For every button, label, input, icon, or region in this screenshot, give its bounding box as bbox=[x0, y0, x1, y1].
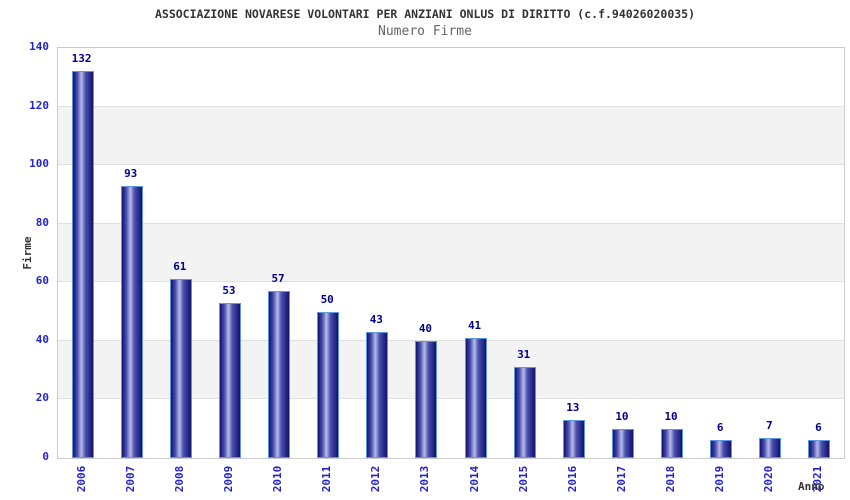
x-tick-label: 2006 bbox=[74, 465, 88, 493]
bar bbox=[661, 428, 684, 458]
bar bbox=[366, 332, 389, 458]
x-tick-label: 2012 bbox=[369, 465, 383, 493]
plot-band bbox=[58, 223, 844, 283]
bar-value-label: 6 bbox=[815, 421, 822, 435]
plot-area bbox=[57, 47, 845, 459]
x-tick-label: 2010 bbox=[271, 465, 285, 493]
plot-band bbox=[58, 48, 844, 107]
bar bbox=[611, 428, 634, 458]
bar-value-label: 43 bbox=[369, 313, 383, 327]
bar-value-label: 41 bbox=[467, 318, 482, 332]
bar-value-label: 53 bbox=[222, 283, 236, 297]
y-tick-label: 120 bbox=[29, 98, 49, 112]
x-tick-label: 2016 bbox=[565, 465, 579, 493]
bar bbox=[562, 419, 585, 458]
bar bbox=[268, 291, 291, 458]
gridline bbox=[58, 281, 844, 283]
bar-value-label: 50 bbox=[320, 292, 334, 306]
x-tick-label: 2018 bbox=[664, 465, 678, 493]
bar-value-label: 40 bbox=[418, 321, 433, 335]
x-tick-label: 2014 bbox=[467, 465, 481, 493]
plot-band bbox=[58, 165, 844, 224]
x-tick-label: 2019 bbox=[713, 465, 727, 493]
x-tick-label: 2020 bbox=[762, 465, 776, 493]
y-tick-label: 100 bbox=[29, 157, 49, 171]
x-tick-label: 2009 bbox=[221, 465, 235, 493]
y-tick-label: 40 bbox=[35, 332, 49, 346]
bar-value-label: 10 bbox=[664, 409, 678, 423]
x-tick-label: 2017 bbox=[614, 465, 628, 493]
bar-value-label: 57 bbox=[271, 272, 285, 286]
bar bbox=[218, 302, 241, 458]
gridline bbox=[58, 339, 844, 341]
bar-value-label: 132 bbox=[71, 52, 92, 66]
chart-subtitle: Numero Firme bbox=[378, 24, 472, 39]
bar bbox=[464, 337, 487, 458]
y-tick-label: 0 bbox=[42, 450, 49, 463]
bar bbox=[759, 437, 782, 458]
bar bbox=[513, 367, 536, 458]
bar-value-label: 13 bbox=[566, 400, 580, 414]
y-tick-label: 80 bbox=[35, 215, 49, 229]
plot-band bbox=[58, 106, 844, 166]
chart-title: ASSOCIAZIONE NOVARESE VOLONTARI PER ANZI… bbox=[154, 7, 696, 21]
gridline bbox=[58, 105, 844, 107]
bar-value-label: 31 bbox=[517, 348, 531, 362]
bar bbox=[120, 185, 143, 458]
x-tick-label: 2008 bbox=[172, 465, 186, 493]
bar bbox=[710, 440, 733, 458]
x-tick-label: 2015 bbox=[516, 465, 530, 493]
gridline bbox=[58, 164, 844, 166]
x-tick-label: 2013 bbox=[418, 465, 432, 493]
y-tick-label: 140 bbox=[29, 40, 49, 53]
x-axis-label: Anno bbox=[798, 480, 825, 493]
bar-value-label: 6 bbox=[716, 421, 724, 435]
bar-value-label: 93 bbox=[124, 166, 138, 180]
bar bbox=[808, 440, 831, 458]
x-tick-label: 2007 bbox=[123, 465, 137, 493]
x-tick-label: 2011 bbox=[320, 465, 334, 493]
bar bbox=[415, 340, 438, 458]
bar bbox=[71, 71, 94, 458]
gridline bbox=[58, 398, 844, 400]
bar-value-label: 7 bbox=[766, 418, 773, 432]
bar-value-label: 61 bbox=[173, 260, 187, 274]
y-tick-label: 60 bbox=[35, 274, 49, 288]
bar bbox=[169, 279, 192, 458]
bar bbox=[317, 311, 340, 458]
gridline bbox=[58, 222, 844, 224]
y-axis-label: Firme bbox=[21, 236, 34, 270]
bar-value-label: 10 bbox=[615, 409, 629, 423]
y-tick-label: 20 bbox=[35, 391, 49, 405]
